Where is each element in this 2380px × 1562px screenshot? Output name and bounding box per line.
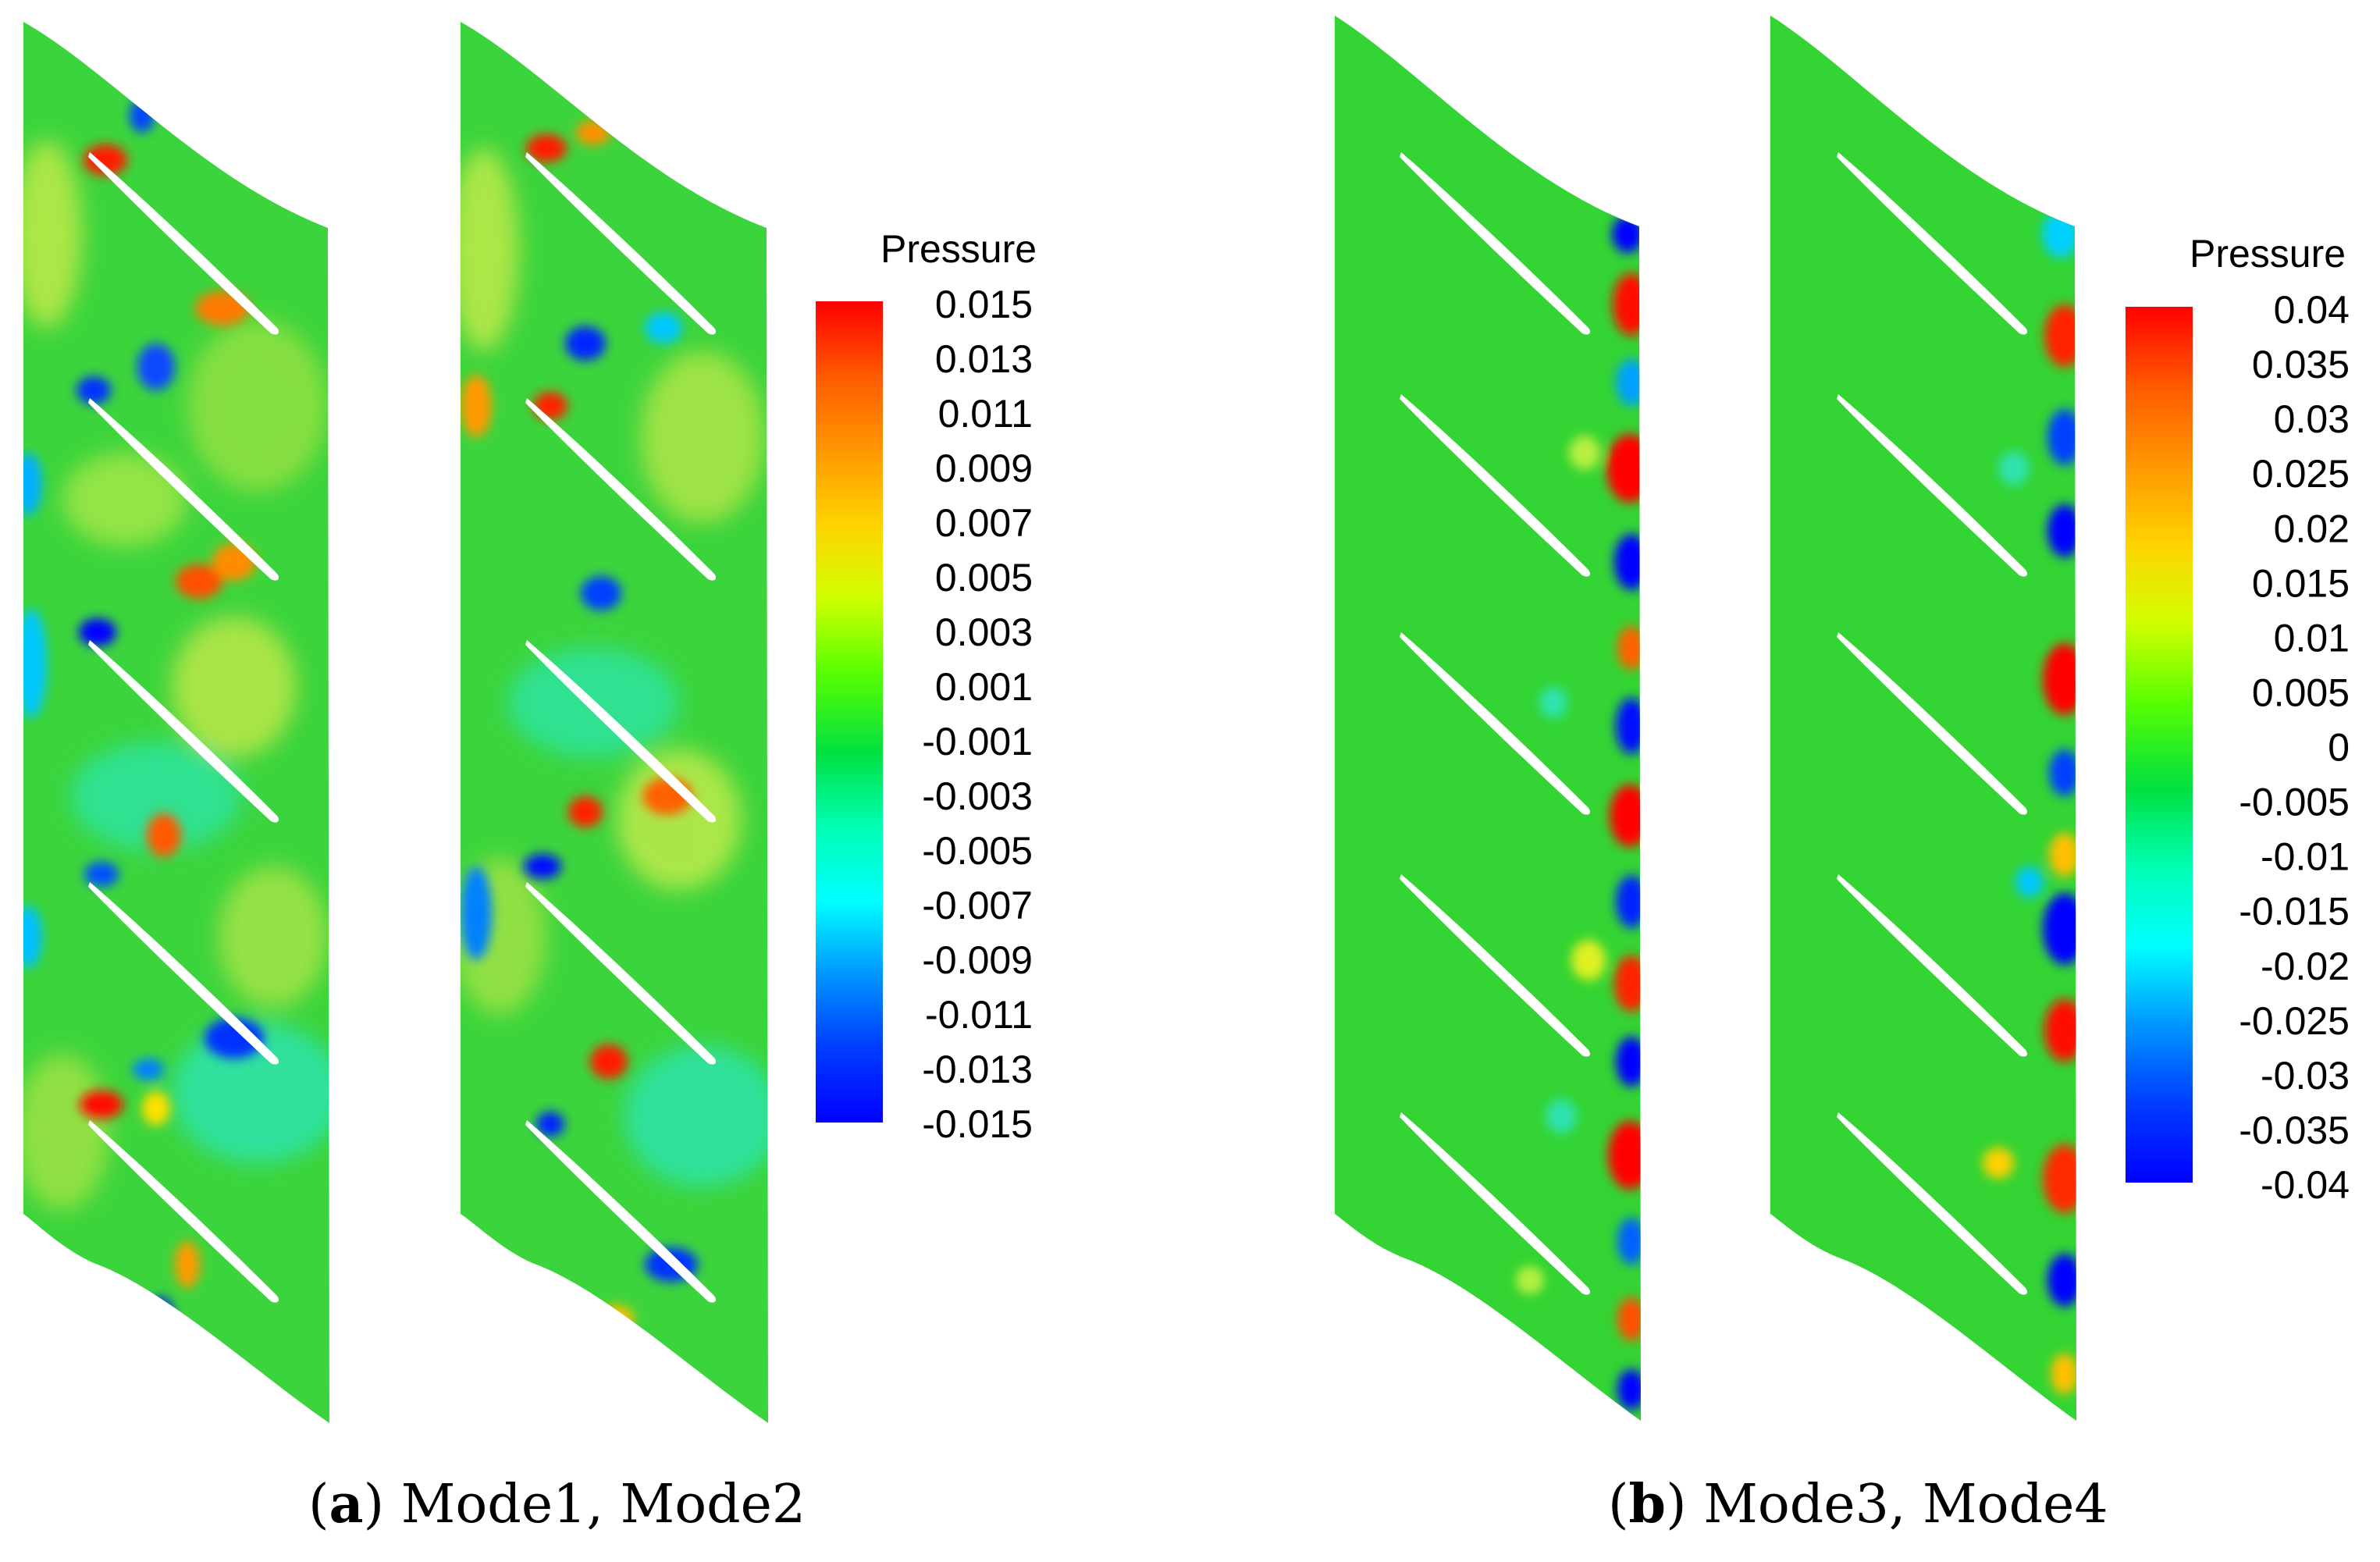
colorbar-b-tick-label: -0.04	[2261, 1163, 2350, 1207]
mode4-contour	[1770, 16, 2076, 1421]
mode2-contour	[461, 22, 768, 1423]
colorbar-a-title: Pressure	[880, 227, 1037, 271]
colorbar-b-tick-label: 0.035	[2252, 343, 2350, 386]
colorbar-b-tick-label: 0.03	[2274, 397, 2350, 441]
colorbar-b-ticks: 0.04 0.035 0.03 0.025 0.02 0.015 0.01 0.005 0 -0.…	[2239, 288, 2350, 1207]
colorbar-b-tick-label: 0.025	[2252, 452, 2350, 496]
colorbar-b-tick-label: -0.01	[2261, 835, 2350, 879]
colorbar-a-tick-label: 0.013	[935, 337, 1033, 381]
colorbar-b-tick-label: -0.035	[2239, 1108, 2350, 1152]
colorbar-a-tick-label: 0.005	[935, 556, 1033, 600]
colorbar-a-tick-label: 0.009	[935, 447, 1033, 490]
colorbar-a-tick-label: 0.003	[935, 610, 1033, 654]
colorbar-a: Pressure 0.0150.0130.0110.0090.0070.0050…	[816, 227, 1037, 1146]
mode3-contour	[1335, 16, 1641, 1421]
colorbar-b-tick-label: 0	[2328, 726, 2350, 770]
colorbar-a-tick-label: -0.013	[922, 1048, 1033, 1091]
colorbar-a-tick-label: -0.011	[925, 993, 1033, 1037]
colorbar-a-tick-label: -0.009	[922, 938, 1033, 982]
colorbar-b-tick-label: -0.005	[2239, 781, 2350, 824]
caption-a-text: Mode1, Mode2	[384, 1474, 806, 1535]
caption-b-letter: b	[1629, 1473, 1667, 1535]
colorbar-a-tick-label: 0.001	[935, 665, 1033, 709]
colorbar-a-tick-label: -0.005	[922, 829, 1033, 873]
colorbar-a-tick-label: 0.015	[935, 283, 1033, 326]
colorbar-b-tick-label: -0.025	[2239, 999, 2350, 1043]
panel-b: Pressure 0.04 0.035 0.03 0.025 0.02 0.015 0.01…	[1335, 16, 2350, 1535]
panel-a: Pressure 0.0150.0130.0110.0090.0070.0050…	[23, 22, 1037, 1535]
colorbar-b-tick-label: -0.015	[2239, 890, 2350, 934]
colorbar-b-scale	[2126, 307, 2193, 1183]
colorbar-a-tick-label: -0.003	[922, 774, 1033, 818]
colorbar-b-tick-label: -0.02	[2261, 945, 2350, 988]
colorbar-b-tick-label: 0.01	[2274, 616, 2350, 660]
colorbar-a-ticks: 0.015 0.013 0.011 0.009 0.007 0.005 0.003 0.001…	[922, 283, 1033, 1146]
colorbar-b-tick-label: 0.04	[2274, 288, 2350, 332]
colorbar-b-tick-label: 0.015	[2252, 561, 2350, 605]
colorbar-b-tick-label: 0.005	[2252, 671, 2350, 714]
colorbar-a-tick-label: 0.011	[938, 392, 1033, 436]
caption-a: (a) Mode1, Mode2	[308, 1473, 806, 1535]
colorbar-b: Pressure 0.04 0.035 0.03 0.025 0.02 0.015 0.01…	[2126, 232, 2350, 1207]
caption-b: (b) Mode3, Mode4	[1608, 1473, 2108, 1535]
caption-b-text: Mode3, Mode4	[1687, 1474, 2108, 1535]
colorbar-b-tick-label: 0.02	[2274, 507, 2350, 550]
colorbar-a-tick-label: -0.001	[922, 720, 1033, 763]
colorbar-a-scale	[816, 301, 883, 1123]
colorbar-a-tick-label: -0.007	[922, 884, 1033, 927]
caption-a-letter: a	[329, 1473, 364, 1535]
colorbar-b-tick-label: -0.03	[2261, 1054, 2350, 1098]
colorbar-a-tick-label: 0.007	[935, 501, 1033, 545]
mode1-contour	[23, 22, 329, 1423]
colorbar-b-title: Pressure	[2190, 232, 2346, 276]
colorbar-a-tick-label: -0.015	[922, 1102, 1033, 1146]
